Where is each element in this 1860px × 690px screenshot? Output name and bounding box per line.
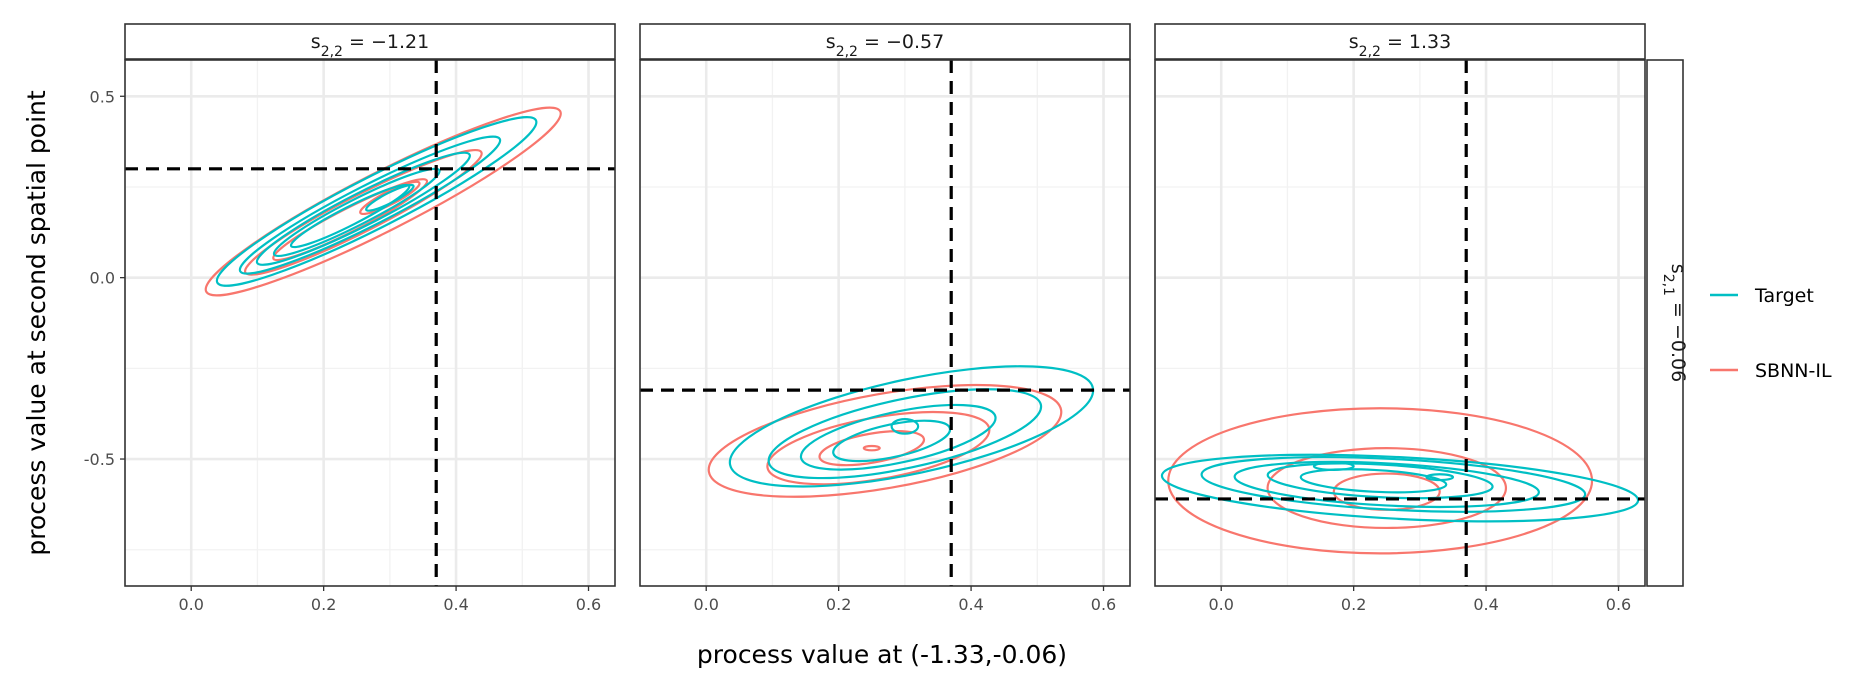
x-tick-label: 0.4: [958, 595, 983, 614]
x-tick-label: 0.0: [178, 595, 203, 614]
legend-label-2: SBNN-IL: [1755, 360, 1832, 382]
y-tick-label: 0.5: [90, 87, 115, 106]
sbnn-il-contour: [1266, 447, 1508, 530]
panel-background: [125, 60, 615, 586]
panel-border: [639, 59, 1131, 587]
panel-background: [640, 60, 1130, 586]
target-contour: [799, 403, 997, 471]
facet-panels: 0.0 0.2 0.4 0.6 0.5 0.0 -0.5 s2,2 = −1.21 0.0 0.2…: [84, 23, 1646, 614]
target-contour: [767, 388, 1043, 480]
contour-group: [707, 365, 1095, 498]
strip-label: s2,2 = 1.33: [1349, 31, 1451, 60]
legend-label-1: Target: [1754, 285, 1814, 307]
contour-group: [204, 106, 562, 297]
x-tick-label: 0.6: [1091, 595, 1116, 614]
y-axis-title: process value at second spatial point: [22, 90, 51, 556]
strip-label: s2,2 = −0.57: [826, 31, 944, 60]
facet-panel-3: 0.0 0.2 0.4 0.6 s2,2 = 1.33: [1154, 23, 1646, 614]
target-contour: [1425, 473, 1455, 482]
target-contour: [215, 116, 538, 287]
target-contour: [1200, 456, 1587, 513]
y-tick-label: 0.0: [90, 269, 115, 288]
target-contour: [728, 365, 1095, 488]
panel-border: [1154, 59, 1646, 587]
strip-box: [124, 23, 616, 60]
y-tick-label: -0.5: [84, 450, 115, 469]
x-tick-label: 0.4: [1473, 595, 1498, 614]
x-axis-title: process value at (-1.33,-0.06): [697, 640, 1067, 669]
x-tick-label: 0.2: [826, 595, 851, 614]
x-tick-label: 0.4: [443, 595, 468, 614]
strip-box: [639, 23, 1131, 60]
sbnn-il-contour: [359, 180, 421, 216]
strip-label: s2,2 = −1.21: [311, 31, 429, 60]
row-strip-label: s2,1 = −0.06: [1660, 264, 1689, 382]
legend: Target SBNN-IL: [1710, 285, 1832, 382]
target-contour: [1312, 461, 1355, 472]
target-contour: [1266, 462, 1494, 500]
row-strip-box: [1646, 59, 1684, 587]
facet-panel-1: 0.0 0.2 0.4 0.6 0.5 0.0 -0.5 s2,2 = −1.21: [84, 23, 616, 614]
panel-border: [124, 59, 616, 587]
x-tick-label: 0.0: [693, 595, 718, 614]
sbnn-il-contour: [862, 444, 881, 452]
x-tick-label: 0.2: [311, 595, 336, 614]
target-contour: [1233, 460, 1540, 508]
sbnn-il-contour: [707, 383, 1063, 498]
x-tick-label: 0.6: [1606, 595, 1631, 614]
strip-box: [1154, 23, 1646, 60]
x-tick-label: 0.2: [1341, 595, 1366, 614]
facet-panel-2: 0.0 0.2 0.4 0.6 s2,2 = −0.57: [639, 23, 1131, 614]
row-strip: s2,1 = −0.06: [1646, 59, 1689, 587]
target-contour: [890, 418, 920, 435]
x-tick-label: 0.6: [576, 595, 601, 614]
target-contour: [272, 167, 441, 258]
sbnn-il-contour: [818, 430, 926, 467]
target-contour: [1299, 468, 1448, 494]
target-contour: [365, 183, 415, 212]
target-contour: [238, 135, 502, 275]
target-contour: [255, 151, 471, 266]
x-tick-label: 0.0: [1208, 595, 1233, 614]
